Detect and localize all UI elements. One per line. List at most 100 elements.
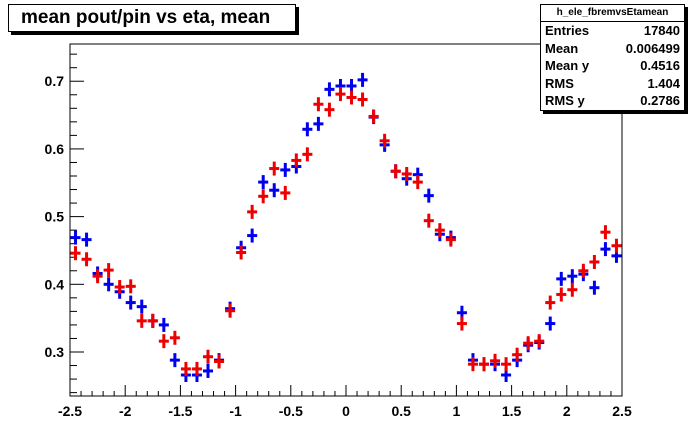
x-tick-label: -2 xyxy=(119,403,132,419)
red-data-point xyxy=(346,90,357,105)
blue-data-point xyxy=(357,72,368,87)
blue-data-point xyxy=(258,175,269,190)
red-data-point xyxy=(103,263,114,278)
red-data-point xyxy=(456,316,467,331)
blue-data-point xyxy=(81,232,92,247)
red-data-point xyxy=(269,161,280,176)
y-tick-label: 0.7 xyxy=(45,73,65,89)
red-data-point xyxy=(589,254,600,269)
x-tick-label: 0.5 xyxy=(391,403,411,419)
red-data-point xyxy=(247,204,258,219)
blue-data-point xyxy=(589,280,600,295)
plot-frame xyxy=(69,43,623,397)
blue-data-point xyxy=(247,228,258,243)
red-data-point xyxy=(611,238,622,253)
red-data-point xyxy=(578,263,589,278)
chart-title: mean pout/pin vs eta, mean xyxy=(21,7,271,28)
red-data-point xyxy=(136,313,147,328)
blue-data-point xyxy=(545,316,556,331)
blue-data-point xyxy=(269,183,280,198)
blue-data-point xyxy=(280,162,291,177)
red-data-point xyxy=(313,97,324,112)
blue-data-point xyxy=(600,242,611,257)
stats-value: 0.2786 xyxy=(640,93,680,108)
blue-data-point xyxy=(136,299,147,314)
blue-data-point xyxy=(125,295,136,310)
blue-data-point xyxy=(169,353,180,368)
blue-data-point xyxy=(556,271,567,286)
blue-data-point xyxy=(567,269,578,284)
red-data-point xyxy=(214,354,225,369)
red-data-point xyxy=(556,287,567,302)
red-data-point xyxy=(236,245,247,260)
red-data-point xyxy=(302,147,313,162)
red-data-point xyxy=(169,330,180,345)
data-markers xyxy=(70,72,622,383)
stats-row-mean: Mean 0.006499 xyxy=(541,40,684,58)
red-data-point xyxy=(280,185,291,200)
red-data-point xyxy=(534,334,545,349)
stats-label: RMS y xyxy=(545,93,585,108)
red-data-point xyxy=(158,334,169,349)
stats-label: Mean y xyxy=(545,58,590,73)
y-tick-label: 0.6 xyxy=(45,141,65,157)
red-data-point xyxy=(70,246,81,261)
x-tick-label: 2 xyxy=(563,403,571,419)
red-data-point xyxy=(478,357,490,372)
red-data-point xyxy=(445,232,456,247)
y-tick-label: 0.5 xyxy=(45,209,65,225)
red-data-point xyxy=(147,313,158,328)
x-tick-label: -0.5 xyxy=(279,403,303,419)
stats-row-rms-y: RMS y 0.2786 xyxy=(541,92,684,110)
blue-data-point xyxy=(324,82,335,97)
x-tick-label: 0 xyxy=(342,403,350,419)
blue-data-point xyxy=(302,122,313,137)
red-data-point xyxy=(390,164,401,179)
blue-data-point xyxy=(158,317,169,332)
red-data-point xyxy=(335,87,346,102)
x-tick-label: -1 xyxy=(229,403,242,419)
x-tick-label: -2.5 xyxy=(58,403,82,419)
title-box: mean pout/pin vs eta, mean xyxy=(8,4,296,32)
red-data-point xyxy=(512,347,523,362)
red-data-point xyxy=(379,133,390,148)
red-data-point xyxy=(258,189,269,204)
red-data-point xyxy=(225,303,236,318)
red-data-point xyxy=(567,282,578,297)
red-data-point xyxy=(114,280,125,295)
axes: -2.5 -2 -1.5 -1 -0.5 0 0.5 1 1.5 2 2.5 0.3 0.4 0.5 0.6… xyxy=(45,53,632,419)
stats-label: Mean xyxy=(545,40,579,56)
red-data-point xyxy=(180,361,191,376)
red-data-point xyxy=(501,357,512,372)
red-data-point xyxy=(423,213,434,228)
red-data-point xyxy=(368,109,379,124)
x-tick-label: -1.5 xyxy=(168,403,192,419)
red-data-point xyxy=(191,361,202,376)
blue-data-point xyxy=(70,230,81,245)
stats-row-entries: Entries 17840 xyxy=(541,22,684,40)
x-tick-label: 1 xyxy=(453,403,461,419)
stats-row-mean-y: Mean y 0.4516 xyxy=(541,57,684,75)
blue-data-point xyxy=(313,116,324,131)
red-data-point xyxy=(600,225,611,240)
stats-value: 17840 xyxy=(643,23,680,38)
red-data-point xyxy=(125,279,136,294)
stats-histogram-name: h_ele_fbremvsEtamean xyxy=(541,5,684,22)
red-data-point xyxy=(202,349,214,364)
red-data-point xyxy=(523,336,534,351)
y-tick-label: 0.4 xyxy=(45,276,65,292)
stats-value: 0.006499 xyxy=(625,40,680,56)
red-data-point xyxy=(324,102,335,117)
stats-box: h_ele_fbremvsEtamean Entries 17840 Mean 0.… xyxy=(540,4,685,111)
stats-label: RMS xyxy=(545,75,574,91)
red-data-point xyxy=(412,175,423,190)
red-data-point xyxy=(291,153,302,168)
red-data-point xyxy=(92,269,103,284)
stats-value: 0.4516 xyxy=(640,58,680,73)
blue-data-point xyxy=(103,277,114,292)
stats-label: Entries xyxy=(545,23,590,38)
x-tick-label: 2.5 xyxy=(612,403,632,419)
blue-data-point xyxy=(202,363,214,378)
red-data-point xyxy=(357,92,368,107)
stats-value: 1.404 xyxy=(647,75,680,91)
